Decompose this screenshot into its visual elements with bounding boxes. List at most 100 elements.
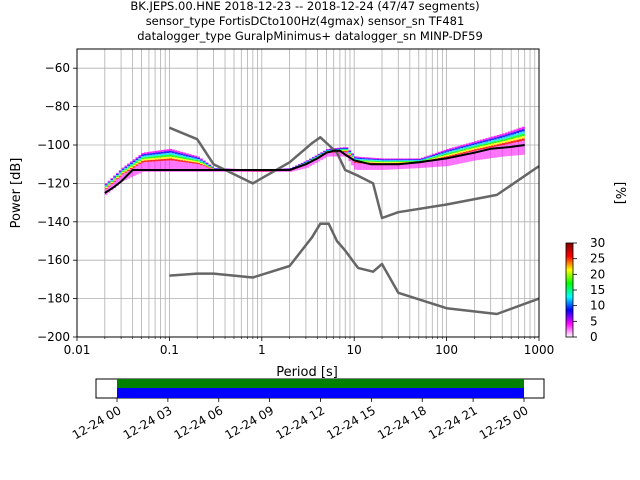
- histogram-cell: [163, 158, 167, 161]
- y-tick-label: −200: [37, 330, 70, 344]
- histogram-cell: [415, 158, 419, 160]
- histogram-cell: [183, 160, 186, 163]
- histogram-cell: [465, 146, 469, 149]
- histogram-cell: [474, 150, 478, 161]
- histogram-cell: [474, 147, 478, 150]
- colorbar-tick-label: 20: [590, 267, 605, 281]
- histogram-cell: [157, 161, 161, 172]
- histogram-cell: [502, 141, 506, 144]
- histogram-cell: [149, 151, 153, 154]
- histogram-cell: [460, 149, 464, 152]
- histogram-cell: [325, 150, 329, 152]
- colorbar-tick-label: 0: [590, 330, 598, 344]
- histogram-cell: [502, 137, 506, 140]
- histogram-cell: [146, 155, 150, 157]
- histogram-cell: [443, 152, 447, 155]
- histogram-cell: [163, 149, 167, 152]
- histogram-cell: [365, 158, 368, 160]
- histogram-cell: [384, 162, 388, 164]
- histogram-cell: [381, 161, 385, 163]
- histogram-cell: [144, 153, 147, 156]
- histogram-cell: [174, 152, 178, 154]
- histogram-cell: [309, 158, 312, 160]
- histogram-cell: [519, 136, 522, 140]
- histogram-cell: [421, 157, 424, 159]
- histogram-cell: [449, 155, 452, 157]
- histogram-cell: [510, 136, 514, 139]
- histogram-cell: [157, 157, 161, 160]
- histogram-cell: [116, 173, 119, 175]
- histogram-cell: [446, 154, 450, 157]
- histogram-cell: [381, 159, 385, 161]
- histogram-cell: [185, 153, 189, 155]
- histogram-cell: [118, 172, 122, 174]
- histogram-cell: [432, 153, 436, 155]
- histogram-cell: [365, 163, 368, 170]
- histogram-cell: [365, 160, 368, 162]
- histogram-cell: [432, 155, 436, 158]
- histogram-cell: [331, 152, 335, 157]
- histogram-cell: [384, 160, 388, 162]
- histogram-cell: [135, 161, 139, 164]
- histogram-cell: [454, 152, 458, 155]
- histogram-cell: [510, 141, 514, 144]
- histogram-cell: [180, 161, 184, 172]
- histogram-cell: [393, 160, 396, 162]
- coverage-tick-label: 12-25 00: [477, 403, 531, 442]
- chart-title-line-2: sensor_type FortisDCto100Hz(4gmax) senso…: [146, 14, 465, 28]
- histogram-cell: [174, 155, 178, 158]
- histogram-cell: [197, 164, 200, 172]
- histogram-cell: [149, 153, 153, 155]
- histogram-cell: [446, 156, 450, 158]
- histogram-cell: [502, 143, 506, 145]
- chart-title-line-1: BK.JEPS.00.HNE 2018-12-23 -- 2018-12-24 …: [130, 0, 479, 13]
- histogram-cell: [521, 129, 525, 132]
- histogram-cell: [331, 151, 335, 153]
- histogram-cell: [281, 170, 284, 172]
- histogram-cell: [454, 154, 458, 156]
- histogram-cell: [370, 157, 374, 159]
- histogram-cell: [457, 145, 461, 148]
- histogram-cell: [300, 163, 304, 165]
- histogram-cell: [155, 159, 158, 162]
- histogram-cell: [449, 149, 452, 152]
- histogram-cell: [468, 142, 472, 145]
- x-axis-label: Period [s]: [276, 365, 338, 380]
- histogram-cell: [328, 148, 332, 150]
- histogram-cell: [437, 159, 441, 167]
- histogram-cell: [149, 161, 153, 172]
- histogram-cell: [510, 132, 514, 135]
- histogram-cell: [404, 158, 408, 160]
- histogram-cell: [401, 159, 405, 161]
- histogram-cell: [113, 179, 117, 181]
- histogram-cell: [395, 161, 399, 163]
- histogram-cell: [491, 140, 494, 142]
- histogram-cell: [152, 161, 156, 172]
- histogram-cell: [398, 160, 402, 162]
- histogram-cell: [328, 152, 332, 157]
- histogram-cell: [146, 160, 150, 162]
- histogram-cell: [415, 160, 419, 162]
- histogram-cell: [132, 159, 136, 161]
- histogram-cell: [479, 139, 483, 142]
- histogram-cell: [421, 160, 424, 162]
- histogram-cell: [160, 153, 164, 156]
- histogram-cell: [499, 143, 503, 146]
- histogram-cell: [443, 149, 447, 152]
- histogram-cell: [373, 158, 377, 160]
- histogram-cell: [342, 149, 346, 151]
- histogram-cell: [169, 158, 172, 161]
- histogram-cell: [381, 158, 385, 160]
- histogram-cell: [496, 140, 500, 143]
- histogram-cell: [124, 171, 128, 173]
- histogram-cell: [135, 160, 139, 162]
- histogram-cell: [199, 162, 203, 165]
- histogram-cell: [348, 150, 352, 152]
- histogram-cell: [278, 170, 282, 172]
- histogram-cell: [146, 153, 150, 156]
- histogram-cell: [359, 157, 363, 160]
- histogram-cell: [171, 156, 175, 159]
- histogram-cell: [351, 159, 354, 166]
- histogram-cell: [437, 154, 441, 156]
